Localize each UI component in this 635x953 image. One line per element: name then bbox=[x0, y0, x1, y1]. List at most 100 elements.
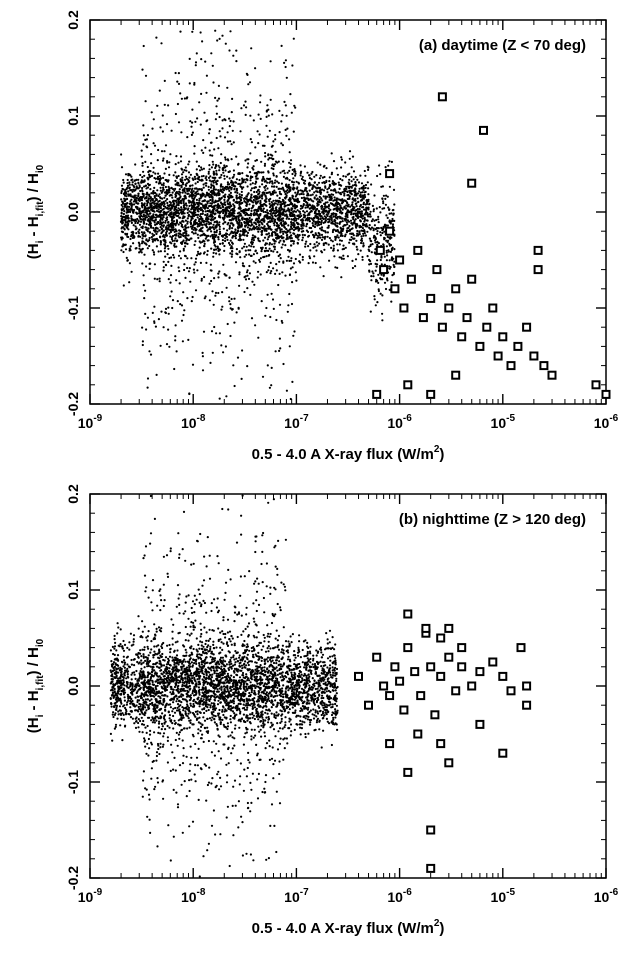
data-point bbox=[246, 175, 249, 178]
data-point bbox=[373, 295, 376, 298]
data-point bbox=[228, 219, 231, 222]
data-point bbox=[215, 194, 218, 197]
data-point bbox=[279, 239, 282, 242]
data-point bbox=[224, 203, 227, 206]
data-point bbox=[346, 255, 349, 258]
data-point bbox=[175, 279, 178, 282]
data-point bbox=[145, 145, 148, 148]
data-point bbox=[182, 247, 185, 250]
data-point bbox=[237, 225, 240, 229]
square-marker bbox=[395, 255, 405, 265]
data-point bbox=[192, 228, 195, 231]
data-point bbox=[199, 261, 202, 264]
data-point bbox=[230, 245, 233, 248]
data-point bbox=[348, 150, 352, 153]
data-point bbox=[231, 227, 234, 230]
data-point bbox=[233, 212, 236, 215]
data-point bbox=[224, 221, 227, 224]
data-point bbox=[295, 204, 298, 208]
data-point bbox=[144, 196, 147, 199]
data-point bbox=[386, 224, 389, 227]
data-point bbox=[249, 175, 252, 178]
data-point bbox=[235, 155, 238, 158]
data-point bbox=[209, 175, 212, 178]
data-point bbox=[269, 192, 272, 196]
data-point bbox=[281, 271, 284, 274]
data-point bbox=[367, 198, 370, 201]
data-point bbox=[364, 234, 367, 237]
data-point bbox=[300, 214, 303, 217]
data-point bbox=[221, 203, 224, 206]
data-point bbox=[382, 194, 385, 197]
data-point bbox=[152, 229, 156, 232]
data-point bbox=[328, 259, 331, 262]
data-point bbox=[165, 213, 168, 216]
data-point bbox=[344, 233, 347, 236]
data-point bbox=[289, 397, 292, 401]
data-point bbox=[192, 178, 195, 181]
data-point bbox=[157, 148, 160, 152]
data-point bbox=[352, 212, 355, 215]
data-point bbox=[368, 224, 371, 227]
data-point bbox=[254, 146, 257, 149]
data-point bbox=[350, 210, 353, 213]
data-point bbox=[197, 192, 200, 195]
data-point bbox=[144, 160, 147, 163]
data-point bbox=[146, 316, 149, 319]
data-point bbox=[222, 222, 225, 225]
data-point bbox=[255, 159, 258, 162]
data-point bbox=[147, 197, 150, 200]
data-point bbox=[167, 312, 170, 315]
data-point bbox=[265, 200, 268, 203]
data-point bbox=[360, 182, 364, 185]
data-point bbox=[150, 153, 153, 156]
data-point bbox=[209, 263, 212, 266]
data-point bbox=[158, 280, 161, 283]
data-point bbox=[257, 193, 260, 196]
data-point bbox=[242, 238, 245, 241]
data-point bbox=[334, 238, 337, 241]
data-point bbox=[170, 264, 173, 267]
data-point bbox=[210, 52, 213, 55]
data-point bbox=[221, 185, 224, 188]
data-point bbox=[301, 221, 304, 224]
data-point bbox=[159, 219, 162, 222]
data-point bbox=[157, 318, 160, 321]
data-point bbox=[149, 188, 152, 191]
data-point bbox=[364, 186, 367, 189]
x-tick-label: 10-8 bbox=[181, 887, 206, 905]
data-point bbox=[217, 189, 220, 192]
data-point bbox=[162, 188, 165, 191]
data-point bbox=[157, 205, 160, 208]
data-point bbox=[167, 260, 170, 263]
data-point bbox=[144, 100, 147, 103]
data-point bbox=[207, 172, 210, 175]
data-point bbox=[381, 294, 384, 297]
data-point bbox=[266, 293, 269, 296]
data-point bbox=[255, 196, 258, 199]
data-point bbox=[245, 106, 248, 109]
data-point bbox=[179, 233, 183, 236]
data-point bbox=[343, 190, 346, 193]
data-point bbox=[339, 193, 343, 196]
data-point bbox=[286, 248, 290, 252]
data-point bbox=[296, 214, 299, 217]
data-point bbox=[244, 278, 248, 281]
data-point bbox=[124, 216, 127, 219]
data-point bbox=[213, 193, 216, 196]
data-point bbox=[161, 130, 164, 133]
data-point bbox=[339, 206, 342, 209]
data-point bbox=[314, 221, 317, 224]
data-point bbox=[298, 210, 301, 213]
data-point bbox=[268, 209, 272, 213]
y-tick-label: 0.2 bbox=[65, 484, 81, 504]
data-point bbox=[159, 126, 162, 129]
data-point bbox=[204, 213, 207, 216]
data-point bbox=[317, 220, 320, 223]
data-point bbox=[280, 142, 283, 145]
data-point bbox=[252, 165, 255, 168]
data-point bbox=[345, 211, 349, 214]
data-point bbox=[123, 203, 126, 206]
data-point bbox=[303, 182, 306, 185]
data-point bbox=[219, 201, 222, 204]
